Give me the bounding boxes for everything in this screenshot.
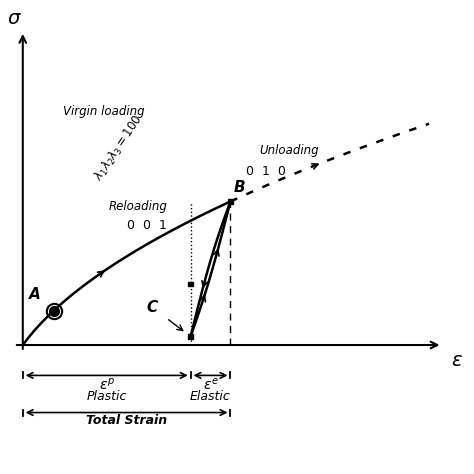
Text: 0  1  0: 0 1 0 bbox=[246, 164, 286, 178]
Text: Unloading: Unloading bbox=[259, 144, 319, 157]
Bar bbox=[188, 282, 193, 286]
Text: C: C bbox=[146, 300, 157, 315]
Text: $\varepsilon^e$: $\varepsilon^e$ bbox=[203, 377, 219, 393]
Text: $\varepsilon$: $\varepsilon$ bbox=[451, 351, 463, 370]
Text: Plastic: Plastic bbox=[87, 390, 127, 402]
Text: $\sigma$: $\sigma$ bbox=[8, 9, 22, 27]
Text: 0  0  1: 0 0 1 bbox=[127, 219, 166, 232]
Text: A: A bbox=[29, 287, 40, 302]
Text: B: B bbox=[234, 181, 246, 195]
Text: Virgin loading: Virgin loading bbox=[63, 106, 144, 118]
Bar bbox=[228, 200, 233, 204]
Text: Total Strain: Total Strain bbox=[86, 414, 167, 427]
Text: $\lambda_1\lambda_2\lambda_3=100$: $\lambda_1\lambda_2\lambda_3=100$ bbox=[91, 112, 146, 184]
Text: Elastic: Elastic bbox=[190, 390, 231, 402]
Text: Reloading: Reloading bbox=[109, 200, 168, 213]
Bar bbox=[188, 334, 193, 339]
Text: $\varepsilon^p$: $\varepsilon^p$ bbox=[99, 377, 115, 393]
